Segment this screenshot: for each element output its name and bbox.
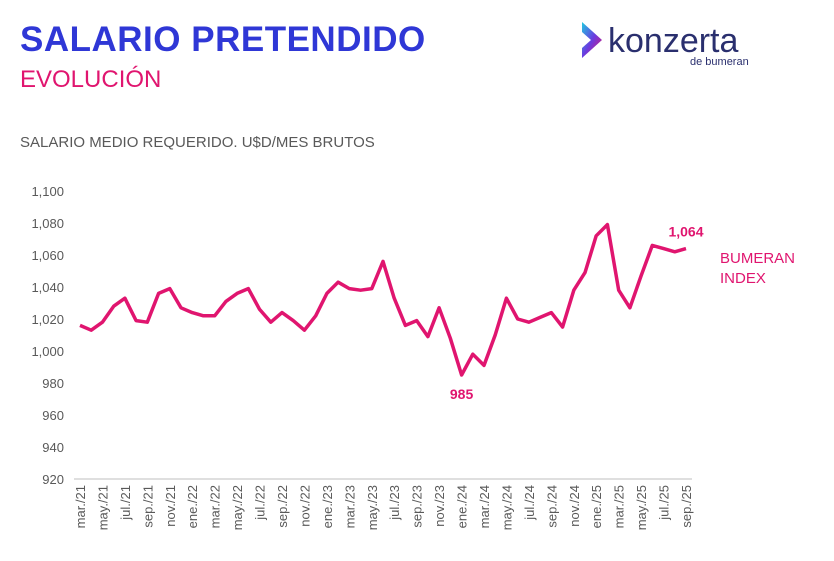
x-tick-label: mar./24 (477, 485, 492, 528)
legend-entry: BUMERAN INDEX (720, 250, 796, 287)
x-tick-label: may./21 (95, 485, 110, 530)
x-tick-label: nov./21 (163, 485, 178, 527)
x-tick-label: jul./21 (118, 485, 133, 521)
x-tick-label: ene./23 (320, 485, 335, 528)
series-line (79, 222, 687, 377)
y-tick-label: 980 (42, 376, 64, 391)
data-label: 1,064 (668, 224, 703, 240)
x-tick-label: mar./22 (208, 485, 223, 528)
x-tick-label: may./24 (499, 485, 514, 530)
x-tick-label: jul./24 (522, 485, 537, 521)
x-tick-label: jul./25 (657, 485, 672, 521)
x-tick-label: sep./21 (140, 485, 155, 528)
x-tick-label: ene./22 (185, 485, 200, 528)
x-tick-label: ene./25 (589, 485, 604, 528)
x-tick-label: sep./25 (679, 485, 694, 528)
x-tick-label: sep./23 (410, 485, 425, 528)
x-tick-label: jul./23 (387, 485, 402, 521)
x-tick-label: mar./25 (612, 485, 627, 528)
y-tick-label: 1,000 (31, 344, 64, 359)
x-tick-label: sep./22 (275, 485, 290, 528)
y-tick-label: 1,060 (31, 248, 64, 263)
x-tick-label: nov./23 (432, 485, 447, 527)
x-tick-label: mar./23 (342, 485, 357, 528)
x-tick-label: ene./24 (455, 485, 470, 528)
logo-name: konzerta (608, 22, 739, 60)
y-tick-label: 960 (42, 408, 64, 423)
x-tick-label: sep./24 (544, 485, 559, 528)
x-tick-label: mar./21 (73, 485, 88, 528)
y-tick-label: 1,020 (31, 312, 64, 327)
data-label: 985 (450, 386, 474, 402)
logo-icon (582, 22, 602, 58)
y-tick-label: 920 (42, 472, 64, 487)
x-tick-label: may./23 (365, 485, 380, 530)
x-tick-label: may./25 (634, 485, 649, 530)
y-tick-label: 1,080 (31, 216, 64, 231)
x-tick-label: nov./22 (297, 485, 312, 527)
x-tick-label: jul./22 (253, 485, 268, 521)
page-subtitle: EVOLUCIÓN (20, 66, 162, 93)
y-tick-label: 1,040 (31, 280, 64, 295)
x-tick-label: nov./24 (567, 485, 582, 527)
x-tick-label: may./22 (230, 485, 245, 530)
chart-title: SALARIO MEDIO REQUERIDO. U$D/MES BRUTOS (20, 134, 375, 151)
logo-tagline: de bumeran (690, 56, 749, 68)
page-title: SALARIO PRETENDIDO (20, 20, 426, 59)
y-tick-label: 940 (42, 440, 64, 455)
y-tick-label: 1,100 (31, 184, 64, 199)
